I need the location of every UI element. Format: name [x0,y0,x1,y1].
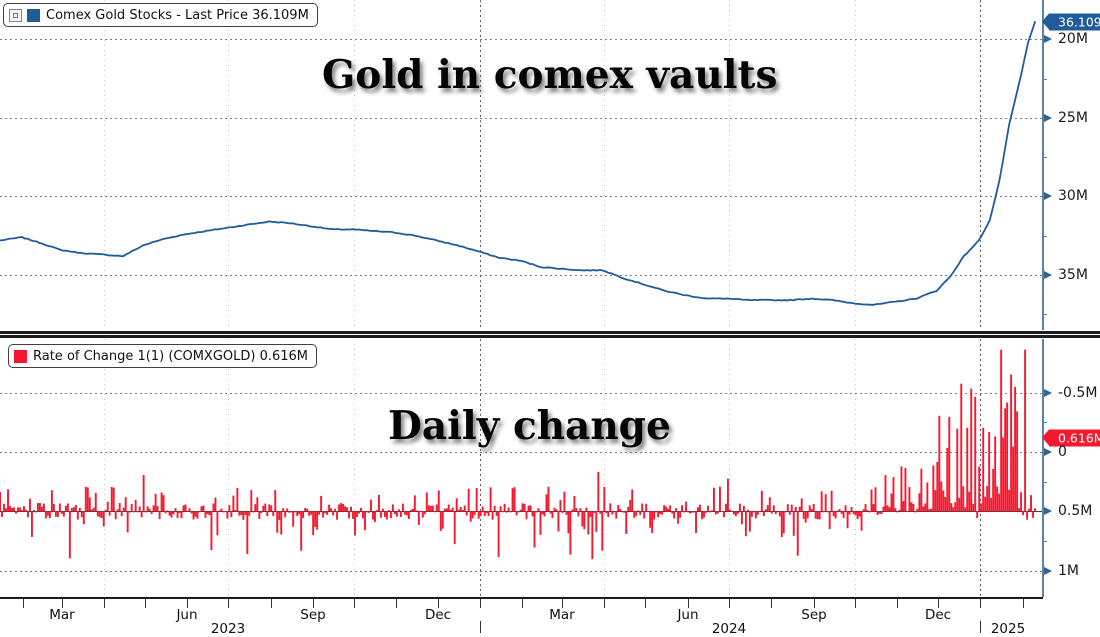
y-tick-label: -0.5M [1058,384,1098,401]
y-minor-tick [1042,314,1047,315]
x-axis: Mar Jun Sep Dec Mar Jun Sep Dec 2023 2024 2025 [0,597,1100,637]
x-tick [645,599,646,608]
x-tick [604,599,605,608]
legend-gold-stocks[interactable]: Comex Gold Stocks - Last Price 36.109M [3,3,318,27]
x-tick [938,599,939,608]
y-tick-arrow [1044,388,1052,397]
x-axis-year-separator [980,621,981,633]
gold-stocks-line-svg [0,0,1042,330]
x-tick [855,599,856,608]
y-tick-label: 30M [1058,188,1088,205]
gold-stocks-panel: Gold in comex vaults Comex Gold Stocks -… [0,0,1100,330]
rate-of-change-panel: Daily change Rate of Change 1(1) (COMXGO… [0,339,1100,597]
x-tick [522,599,523,608]
y-tick-arrow [1044,566,1052,575]
y-tick-arrow [1044,113,1052,122]
x-tick [814,599,815,608]
x-tick [62,599,63,608]
x-axis-year-label: 2025 [990,621,1026,637]
x-axis-year-label: 2024 [711,621,747,637]
x-axis-year-separator [480,621,481,633]
annotation-daily-change: Daily change [388,403,671,449]
x-tick [688,599,689,608]
x-axis-month-label: Jun [176,607,198,623]
x-tick [897,599,898,608]
y-tick-label: 20M [1058,31,1088,48]
y-tick-arrow [1044,507,1052,516]
y-minor-tick [1042,422,1047,423]
x-axis-month-label: Sep [801,607,827,623]
x-axis-line [0,597,1043,599]
y-minor-tick [1042,482,1047,483]
y-minor-tick [1042,79,1047,80]
series-color-swatch-blue [27,8,40,22]
x-tick [104,599,105,608]
y-tick-label: 35M [1058,267,1088,283]
x-tick [562,599,563,608]
expand-box-icon[interactable] [9,8,22,22]
y-minor-tick [1042,541,1047,542]
y-tick-arrow [1044,35,1052,44]
y-axis-bottom [1042,339,1044,597]
x-tick [771,599,772,608]
rate-of-change-badge: 0.616M [1042,429,1100,447]
y-tick-label: 0 [1058,443,1067,460]
x-axis-month-label: Jun [677,607,699,623]
y-tick-label: 0.5M [1058,503,1093,520]
x-tick [438,599,439,608]
divider-bar-lower [0,335,1100,338]
x-tick [396,599,397,608]
rate-of-change-plot-area [0,339,1100,597]
y-tick-arrow [1044,447,1052,456]
y-axis-top [1042,0,1044,330]
legend-label-rate-of-change: Rate of Change 1(1) (COMXGOLD) 0.616M [33,348,309,364]
divider-bar-upper [0,331,1100,334]
x-tick [271,599,272,608]
y-tick-label: 1M [1058,562,1079,579]
x-tick [145,599,146,608]
legend-rate-of-change[interactable]: Rate of Change 1(1) (COMXGOLD) 0.616M [8,344,318,368]
x-axis-month-label: Dec [924,607,952,623]
x-tick [729,599,730,608]
x-tick [480,599,481,608]
x-tick [187,599,188,608]
rate-of-change-bar-svg [0,339,1042,597]
x-axis-month-label: Mar [49,607,75,623]
gold-stocks-plot-area [0,0,1042,330]
y-tick-label: 25M [1058,109,1088,126]
x-axis-year-label: 2023 [210,621,246,637]
x-axis-month-label: Dec [424,607,452,623]
x-tick [313,599,314,608]
series-color-swatch-red [14,349,27,363]
annotation-gold-in-comex-vaults: Gold in comex vaults [322,52,778,98]
legend-label-gold-stocks: Comex Gold Stocks - Last Price 36.109M [46,7,309,23]
y-tick-arrow [1044,192,1052,201]
x-axis-month-label: Sep [300,607,326,623]
x-tick [1023,599,1024,608]
x-tick [228,599,229,608]
x-axis-month-label: Mar [549,607,575,623]
y-tick-arrow [1044,271,1052,279]
x-tick [354,599,355,608]
x-tick [980,599,981,608]
panel-divider [0,330,1100,339]
y-minor-tick [1042,157,1047,158]
x-tick [23,599,24,608]
last-price-badge: 36.109M [1042,13,1100,31]
y-minor-tick [1042,236,1047,237]
